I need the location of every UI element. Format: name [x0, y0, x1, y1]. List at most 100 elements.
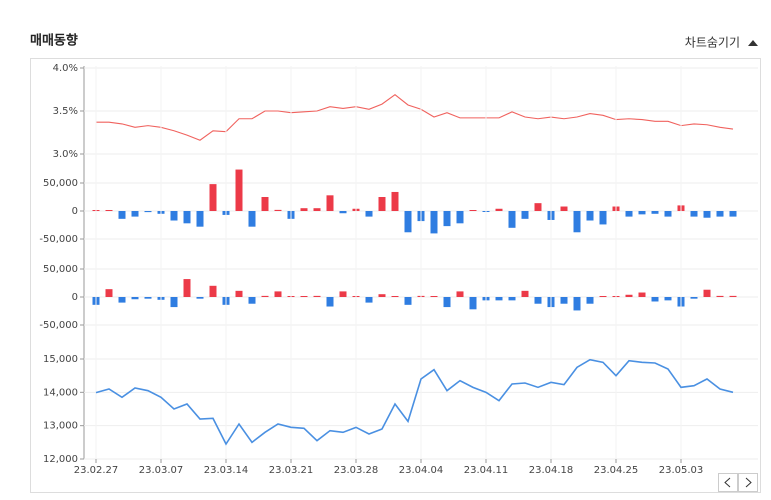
- bar: [144, 211, 152, 213]
- bar: [391, 191, 399, 211]
- bar: [599, 211, 607, 225]
- bar: [261, 295, 269, 297]
- bar: [365, 297, 373, 303]
- y-tick-label: 50,000: [43, 264, 78, 275]
- y-tick-label: 15,000: [43, 354, 78, 365]
- toggle-icon[interactable]: [748, 40, 758, 46]
- bar: [651, 297, 659, 302]
- prev-icon[interactable]: [724, 477, 731, 488]
- bar: [313, 208, 321, 211]
- bar: [248, 211, 256, 227]
- bar: [508, 211, 516, 228]
- bar: [716, 211, 724, 217]
- y-tick-label: 14,000: [43, 387, 78, 398]
- bar: [508, 297, 516, 301]
- y-tick-label: 3.0%: [53, 149, 78, 160]
- bar: [261, 197, 269, 211]
- bar: [495, 297, 503, 301]
- bar: [378, 197, 386, 211]
- bar: [469, 210, 477, 211]
- prev-button[interactable]: [718, 473, 738, 492]
- bar: [339, 291, 347, 297]
- next-icon[interactable]: [745, 477, 752, 488]
- bar: [365, 211, 373, 217]
- bar: [248, 297, 256, 304]
- bar: [196, 297, 204, 299]
- bar: [638, 292, 646, 297]
- y-tick-label: 0: [72, 206, 78, 217]
- bar: [625, 211, 633, 217]
- y-tick-label: 3.5%: [53, 106, 78, 117]
- section-title: 매매동향: [30, 33, 78, 49]
- x-tick-label: 23.03.21: [269, 465, 314, 476]
- bar: [703, 289, 711, 297]
- bar: [131, 297, 139, 300]
- bar: [105, 210, 113, 211]
- bar: [469, 297, 477, 310]
- bar: [404, 211, 412, 233]
- y-tick-label: 0: [72, 292, 78, 303]
- bar: [638, 211, 646, 215]
- bar: [443, 297, 451, 308]
- x-tick-label: 23.02.27: [74, 465, 119, 476]
- y-tick-label: 50,000: [43, 178, 78, 189]
- x-tick-label: 23.03.28: [334, 465, 379, 476]
- bar: [599, 296, 607, 297]
- bar: [118, 297, 126, 303]
- bar: [443, 211, 451, 227]
- bar: [326, 297, 334, 307]
- bar: [560, 206, 568, 211]
- bar: [560, 297, 568, 304]
- bar: [313, 295, 321, 297]
- bar: [378, 294, 386, 297]
- bar: [586, 297, 594, 304]
- bar: [534, 203, 542, 211]
- bar: [144, 297, 152, 299]
- bar: [105, 289, 113, 297]
- bar: [586, 211, 594, 221]
- bar: [664, 297, 672, 301]
- bar: [118, 211, 126, 219]
- bar: [300, 296, 308, 297]
- bar: [196, 211, 204, 227]
- bar: [651, 211, 659, 214]
- bar: [391, 296, 399, 297]
- bar: [300, 208, 308, 211]
- bar: [729, 295, 737, 297]
- bar: [326, 195, 334, 211]
- y-tick-label: 13,000: [43, 421, 78, 432]
- y-tick-label: 12,000: [43, 454, 78, 465]
- bar: [235, 290, 243, 297]
- bar: [573, 211, 581, 233]
- bar: [521, 211, 529, 219]
- bar: [131, 211, 139, 217]
- bar: [716, 295, 724, 297]
- y-tick-label: -50,000: [39, 234, 78, 245]
- bar: [235, 169, 243, 211]
- x-tick-label: 23.04.18: [529, 465, 574, 476]
- bar: [183, 211, 191, 224]
- bar: [729, 211, 737, 217]
- bar: [430, 211, 438, 234]
- bar: [664, 211, 672, 217]
- y-tick-label: 4.0%: [53, 63, 78, 74]
- bar: [521, 290, 529, 297]
- bar: [339, 211, 347, 214]
- bar: [170, 211, 178, 221]
- hide-chart-toggle[interactable]: 차트숨기기: [685, 36, 740, 50]
- bar: [534, 297, 542, 304]
- next-button[interactable]: [738, 473, 758, 492]
- bar: [495, 208, 503, 211]
- bar: [209, 285, 217, 297]
- bar: [183, 279, 191, 297]
- bar: [690, 297, 698, 299]
- bar: [274, 209, 282, 211]
- x-tick-label: 23.04.11: [464, 465, 509, 476]
- x-tick-label: 23.04.25: [594, 465, 639, 476]
- bar: [456, 211, 464, 224]
- x-tick-label: 23.03.07: [139, 465, 184, 476]
- bar: [625, 294, 633, 297]
- line: [96, 93, 734, 141]
- bar: [209, 184, 217, 211]
